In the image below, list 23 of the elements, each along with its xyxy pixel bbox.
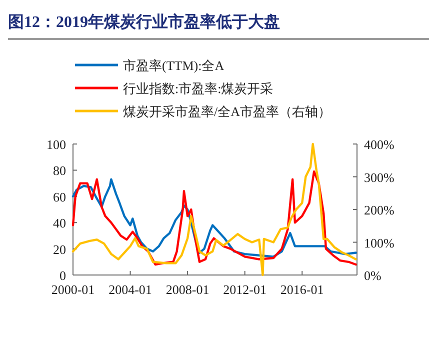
y-tick-label: 100 <box>46 137 66 152</box>
line-series <box>72 178 357 258</box>
y2-tick-label: 0% <box>364 268 382 283</box>
y-tick-label: 20 <box>53 242 66 257</box>
x-tick-label: 2008-01 <box>166 282 210 297</box>
y2-tick-label: 200% <box>364 202 394 218</box>
legend-label: 市盈率(TTM):全A <box>123 58 225 73</box>
y2-tick-label: 400% <box>364 137 394 152</box>
line-series <box>72 170 357 266</box>
y-tick-label: 40 <box>53 216 66 231</box>
y2-tick-label: 100% <box>364 235 394 250</box>
y-tick-label: 0 <box>60 268 66 283</box>
x-tick-label: 2004-01 <box>108 282 152 297</box>
x-tick-label: 2012-01 <box>223 282 267 297</box>
x-tick-label: 2000-01 <box>51 282 95 297</box>
legend-label: 行业指数:市盈率:煤炭开采 <box>123 81 274 96</box>
chart-title: 图12：2019年煤炭行业市盈率低于大盘 <box>8 12 280 31</box>
x-tick-label: 2016-01 <box>280 282 324 297</box>
y-tick-label: 60 <box>53 189 66 204</box>
y2-tick-label: 300% <box>364 170 394 185</box>
line-series <box>72 142 357 276</box>
legend-label: 煤炭开采市盈率/全A市盈率（右轴） <box>123 104 331 119</box>
y-tick-label: 80 <box>53 163 66 178</box>
